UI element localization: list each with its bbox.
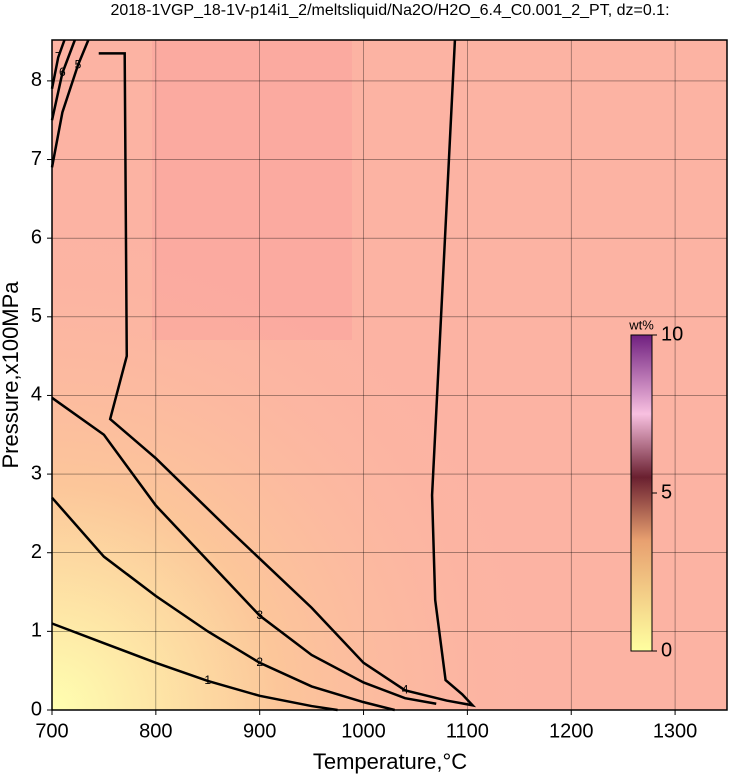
y-tick-label: 7 bbox=[31, 148, 42, 170]
contour-label: 4 bbox=[402, 683, 409, 697]
x-tick-label: 900 bbox=[243, 720, 276, 742]
chart-title: 2018-1VGP_18-1V-p14i1_2/meltsliquid/Na2O… bbox=[110, 2, 669, 19]
x-tick-label: 1300 bbox=[653, 720, 698, 742]
y-tick-label: 5 bbox=[31, 305, 42, 327]
y-tick-label: 1 bbox=[31, 620, 42, 642]
y-tick-label: 4 bbox=[31, 384, 42, 406]
contour-line bbox=[51, 396, 437, 705]
colorbar-tick-label: 0 bbox=[661, 639, 672, 661]
y-tick-label: 6 bbox=[31, 226, 42, 248]
plot-frame bbox=[51, 39, 728, 711]
contour-label: 6 bbox=[59, 65, 66, 79]
x-tick-label: 1200 bbox=[549, 720, 594, 742]
contour-label: 7 bbox=[55, 49, 62, 63]
y-tick-label: 3 bbox=[31, 462, 42, 484]
contour-label: 5 bbox=[75, 57, 82, 71]
contour-line bbox=[50, 39, 66, 89]
x-axis-label: Temperature,°C bbox=[313, 749, 467, 774]
contour-line bbox=[50, 39, 90, 168]
colorbar-tick-label: 5 bbox=[661, 481, 672, 503]
contour-line bbox=[50, 39, 77, 121]
x-tick-label: 1100 bbox=[446, 720, 489, 742]
x-tick-label: 700 bbox=[35, 720, 68, 742]
colorbar bbox=[630, 334, 653, 652]
y-tick-label: 0 bbox=[31, 698, 42, 720]
contour-line bbox=[51, 496, 395, 712]
y-axis-label: Pressure,x100MPa bbox=[0, 281, 23, 469]
y-tick-label: 8 bbox=[31, 69, 42, 91]
colorbar-tick-label: 10 bbox=[661, 323, 683, 345]
upper-shading bbox=[152, 40, 352, 340]
plot-shading bbox=[52, 40, 727, 710]
contour-label: 2 bbox=[256, 655, 263, 669]
colorbar-label: wt% bbox=[628, 317, 654, 332]
y-tick-label: 2 bbox=[31, 541, 42, 563]
x-tick-label: 1000 bbox=[341, 720, 386, 742]
contour-label: 3 bbox=[256, 608, 263, 622]
contour-line bbox=[51, 622, 338, 712]
x-tick-label: 800 bbox=[139, 720, 172, 742]
contour-label: 1 bbox=[204, 673, 211, 687]
contour-line bbox=[98, 39, 477, 708]
